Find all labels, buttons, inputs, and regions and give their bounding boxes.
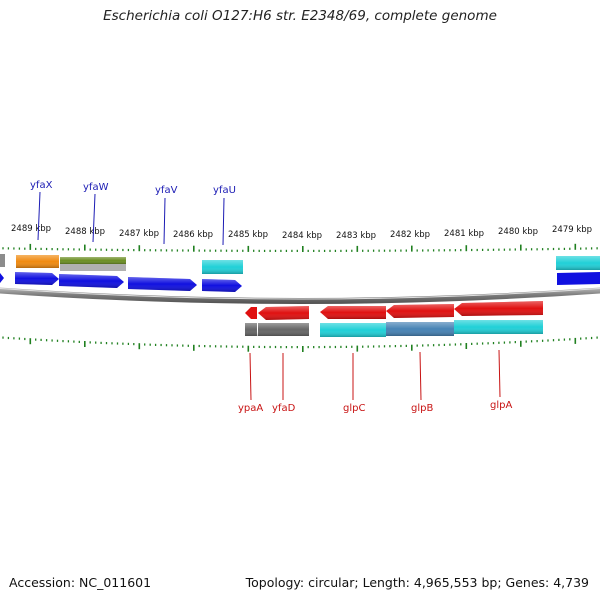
leader-line-yfaU	[222, 197, 225, 246]
scale-label-2485: 2485 kbp	[228, 230, 268, 240]
backbone-arc	[0, 287, 600, 304]
forward-cds-shade	[15, 272, 59, 285]
gene-label-ypaA[interactable]: ypaA	[238, 403, 263, 414]
backbone-highlight	[0, 287, 600, 300]
scale-labels: 2489 kbp 2488 kbp 2487 kbp 2486 kbp 2485…	[11, 224, 592, 241]
gene-label-yfaW[interactable]: yfaW	[83, 182, 109, 193]
leader-line-glpB	[419, 351, 422, 401]
reverse-cds-track	[245, 301, 543, 320]
tick-row-inner	[2, 336, 598, 352]
scale-label-2479: 2479 kbp	[552, 225, 592, 235]
genome-stats-text: Topology: circular; Length: 4,965,553 bp…	[245, 575, 589, 590]
scale-label-2487: 2487 kbp	[119, 229, 159, 239]
scale-label-2484: 2484 kbp	[282, 231, 322, 241]
cog-reverse-shade	[320, 323, 386, 337]
reverse-cds-arrow-ypaA[interactable]	[245, 307, 257, 319]
cog-olive-shade	[60, 257, 126, 264]
leader-line-yfaV	[163, 197, 166, 245]
cog-reverse-shade	[454, 320, 543, 334]
leader-line-yfaW	[92, 193, 96, 243]
scale-label-2488: 2488 kbp	[65, 227, 105, 237]
scale-label-2483: 2483 kbp	[336, 231, 376, 241]
cog-track-forward	[0, 254, 600, 274]
reverse-cds-shade	[320, 306, 386, 319]
cog-orange-shade	[16, 255, 59, 268]
reverse-cds-shade	[386, 304, 454, 318]
forward-cds-arrow-right[interactable]	[557, 272, 600, 285]
scale-label-2482: 2482 kbp	[390, 230, 430, 240]
tick-row-outer	[2, 243, 598, 252]
map-title: Escherichia coli O127:H6 str. E2348/69, …	[103, 8, 497, 24]
gene-label-yfaX[interactable]: yfaX	[30, 180, 53, 191]
gene-label-yfaD[interactable]: yfaD	[272, 403, 296, 414]
scale-label-2486: 2486 kbp	[173, 230, 213, 240]
gene-label-glpC[interactable]: glpC	[343, 403, 365, 414]
scale-label-2489: 2489 kbp	[11, 224, 51, 234]
scale-label-2481: 2481 kbp	[444, 229, 484, 239]
forward-cds-shade	[128, 277, 197, 291]
reverse-cds-shade	[258, 306, 309, 320]
forward-cds-track	[0, 272, 600, 292]
cog-reverse-shade	[386, 322, 454, 336]
reverse-cds-shade	[454, 301, 543, 316]
reverse-gene-labels: ypaA yfaD glpC glpB glpA	[238, 349, 512, 414]
forward-cds-shade	[202, 279, 242, 292]
leader-line-yfaX	[37, 191, 41, 241]
accession-text: Accession: NC_011601	[9, 575, 152, 590]
cog-silver-block	[60, 264, 126, 271]
gene-label-glpA[interactable]: glpA	[490, 400, 512, 411]
scale-label-2480: 2480 kbp	[498, 227, 538, 237]
forward-cds-shade	[59, 274, 124, 288]
cog-track-reverse	[245, 320, 543, 337]
gene-label-glpB[interactable]: glpB	[411, 403, 433, 414]
cog-gray-block	[0, 254, 5, 267]
gene-label-yfaV[interactable]: yfaV	[155, 185, 178, 196]
cog-cyan-shade	[202, 260, 243, 274]
forward-cds-arrow[interactable]	[0, 273, 4, 283]
cog-reverse-shade	[245, 323, 309, 336]
cog-cyan-shade-right	[556, 256, 600, 270]
leader-line-ypaA	[249, 352, 252, 401]
gene-label-yfaU[interactable]: yfaU	[213, 185, 236, 196]
leader-line-glpA	[498, 349, 501, 398]
forward-gene-labels: yfaX yfaW yfaV yfaU	[30, 180, 236, 246]
